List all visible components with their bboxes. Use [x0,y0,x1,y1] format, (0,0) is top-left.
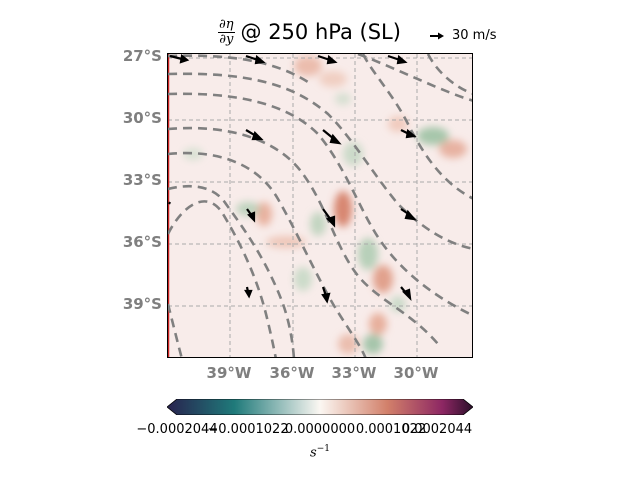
colorbar-tick-2: 0.0000000 [284,422,356,437]
lat-label-30s: 30°S [122,109,162,127]
derivative-denominator: ∂y [219,31,234,47]
colorbar-tick-3: 0.0001022 [355,422,427,437]
colorbar-gradient [166,398,474,418]
map-panel [167,53,473,358]
lon-label-36w: 36°W [269,364,315,382]
reference-vector-label: 30 m/s [452,28,497,43]
colorbar-tick-1: −0.0001022 [207,422,289,437]
reference-vector: 30 m/s [430,28,497,43]
lon-label-33w: 33°W [331,364,377,382]
reference-arrow-icon [430,32,444,39]
lat-label-36s: 36°S [122,233,162,251]
colorbar-tick-4: 0.0002044 [401,422,473,437]
graticule [168,54,472,357]
map-title: ∂η ∂y @ 250 hPa (SL) [218,14,401,50]
colorbar-unit-exponent: −1 [316,444,330,454]
colorbar-tick-0: −0.0002044 [136,422,218,437]
title-text: @ 250 hPa (SL) [240,20,401,44]
height-contours [168,54,472,357]
lon-label-30w: 30°W [393,364,439,382]
derivative-numerator: ∂η [218,16,235,33]
lat-label-33s: 33°S [122,171,162,189]
lat-label-27s: 27°S [122,47,162,65]
wind-vectors [168,54,417,304]
lat-label-39s: 39°S [122,295,162,313]
partial-derivative-symbol: ∂η ∂y [218,16,235,47]
lon-label-39w: 39°W [206,364,252,382]
colorbar [166,398,474,419]
map-field [168,54,472,357]
colorbar-unit-label: s−1 [300,444,340,460]
colorbar-unit-base: s [310,445,317,461]
